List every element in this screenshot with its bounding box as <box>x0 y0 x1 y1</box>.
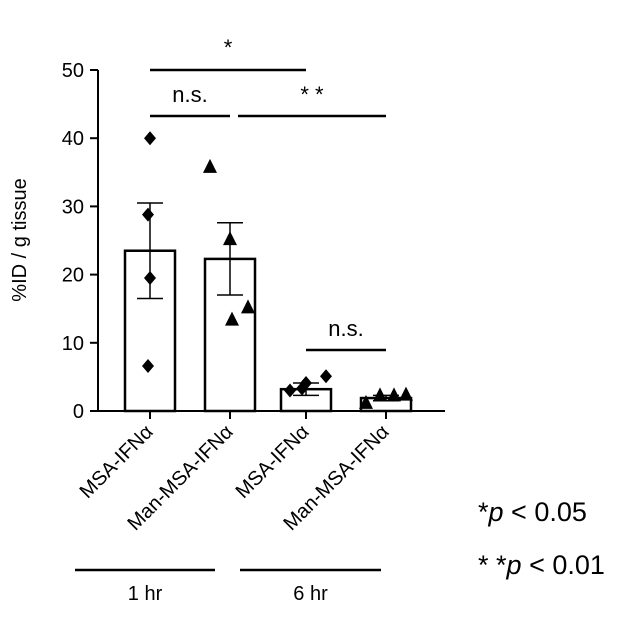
data-point-triangle <box>399 387 413 401</box>
group-label: 1 hr <box>128 583 163 605</box>
group-label: 6 hr <box>293 583 328 605</box>
significance-label: n.s. <box>172 82 207 107</box>
legend-threshold: < 0.01 <box>522 550 605 580</box>
y-tick-label: 10 <box>62 333 84 355</box>
legend-item-p005: *p < 0.05 <box>478 497 587 528</box>
y-tick-label: 30 <box>62 196 84 218</box>
bars <box>125 251 411 411</box>
significance-brackets: * n.s. * * n.s. <box>150 35 386 350</box>
y-axis-label: %ID / g tissue <box>9 178 31 301</box>
data-point-diamond <box>144 131 156 145</box>
legend-stars: * <box>478 497 489 527</box>
legend-stars: * * <box>478 550 507 580</box>
y-tick-label: 20 <box>62 265 84 287</box>
group-labels: 1 hr 6 hr <box>75 570 381 605</box>
legend-item-p001: * *p < 0.01 <box>478 550 605 581</box>
legend-p: p <box>489 497 504 527</box>
data-point-triangle <box>373 387 387 401</box>
data-point-triangle <box>203 159 217 173</box>
x-tick-label: MSA-IFNα <box>232 421 314 503</box>
error-bars <box>137 203 399 401</box>
y-tick-label: 50 <box>62 60 84 82</box>
significance-label: * <box>224 35 233 60</box>
data-point-diamond <box>142 208 154 222</box>
y-tick-label: 0 <box>73 401 84 423</box>
x-tick-labels: MSA-IFNαMan-MSA-IFNαMSA-IFNαMan-MSA-IFNα <box>76 421 394 535</box>
legend-p: p <box>507 550 522 580</box>
data-points <box>142 131 413 409</box>
bar-chart: 01020304050 *n.s.* *n.s. MSA-IFNαMan-MSA… <box>0 0 640 640</box>
data-point-diamond <box>320 369 332 383</box>
significance-label: * * <box>300 82 324 107</box>
data-point-triangle <box>223 231 237 245</box>
legend-threshold: < 0.05 <box>504 497 587 527</box>
data-point-triangle <box>387 387 401 401</box>
significance-label: n.s. <box>328 316 363 341</box>
y-tick-label: 40 <box>62 128 84 150</box>
x-tick-label: MSA-IFNα <box>76 421 158 503</box>
